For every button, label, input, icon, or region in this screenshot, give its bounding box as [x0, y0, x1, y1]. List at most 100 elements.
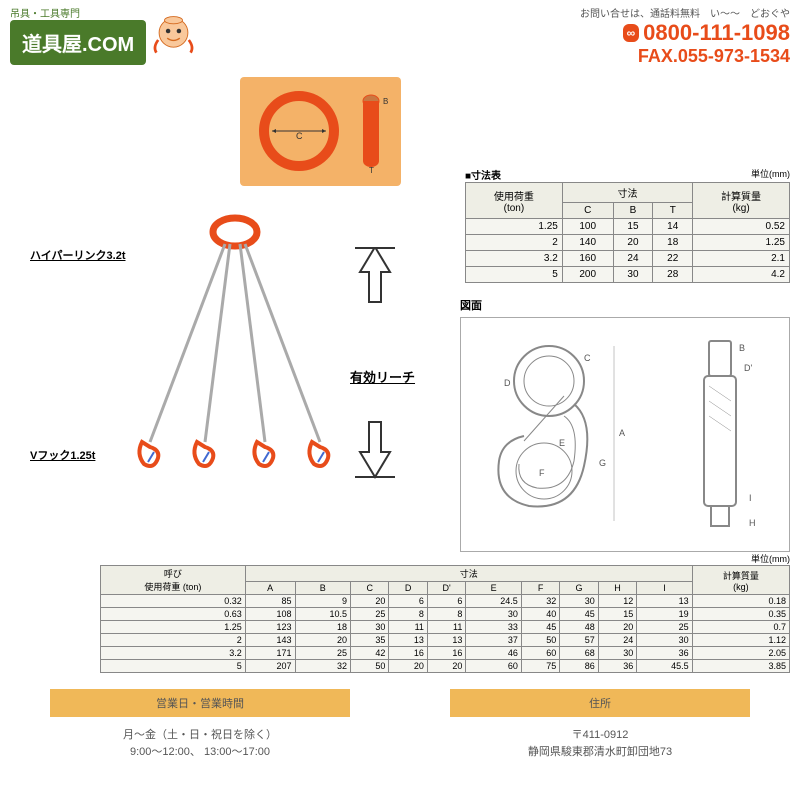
table-cell: 45: [560, 608, 598, 621]
table-cell: 57: [560, 634, 598, 647]
table-cell: 200: [562, 267, 613, 283]
lth-load: 呼び 使用荷重 (ton): [101, 566, 246, 595]
table-cell: 5: [101, 660, 246, 673]
table-cell: 60: [521, 647, 559, 660]
table-cell: 30: [350, 621, 388, 634]
addr-line2: 静岡県駿東郡清水町卸団地73: [460, 744, 740, 761]
table-cell: 1.12: [692, 634, 789, 647]
table-cell: 30: [560, 595, 598, 608]
table-cell: 50: [521, 634, 559, 647]
arrow-up-icon: [355, 247, 395, 322]
table-cell: 37: [466, 634, 521, 647]
th-dim: 寸法: [562, 183, 692, 203]
phone-number: ∞ 0800-111-1098: [580, 20, 790, 46]
table-cell: 14: [653, 219, 693, 235]
table-row: 0.6310810.5258830404515190.35: [101, 608, 790, 621]
table-cell: 45: [521, 621, 559, 634]
table-cell: 0.18: [692, 595, 789, 608]
table-cell: 32: [295, 660, 350, 673]
ring-diagram: C B T: [240, 77, 401, 186]
hours-column: 営業日・営業時間 月〜金（土・日・祝日を除く） 9:00〜12:00、 13:0…: [50, 689, 350, 770]
table-cell: 30: [637, 634, 692, 647]
table-unit: 単位(mm): [751, 167, 790, 182]
table-cell: 42: [350, 647, 388, 660]
sling-diagram: [130, 212, 340, 492]
table-row: 3.216024222.1: [466, 251, 790, 267]
table-cell: 20: [389, 660, 427, 673]
table-cell: 11: [389, 621, 427, 634]
dimension-table-large: 単位(mm) 呼び 使用荷重 (ton) 寸法 計算質量 (kg) A B C …: [100, 552, 790, 673]
table-cell: 13: [389, 634, 427, 647]
table-cell: 86: [560, 660, 598, 673]
svg-text:F: F: [539, 468, 545, 478]
table-cell: 15: [613, 219, 653, 235]
svg-text:T: T: [369, 166, 374, 174]
table-row: 0.32859206624.5323012130.18: [101, 595, 790, 608]
table-row: 1.251231830111133454820250.7: [101, 621, 790, 634]
table-cell: 1.25: [101, 621, 246, 634]
table-cell: 28: [653, 267, 693, 283]
th-c: C: [562, 203, 613, 219]
table-cell: 100: [562, 219, 613, 235]
freedial-icon: ∞: [623, 24, 640, 42]
logo-block: 吊具・工具専門 道具屋.COM: [10, 5, 196, 65]
table-cell: 5: [466, 267, 563, 283]
table-cell: 2.05: [692, 647, 789, 660]
arrow-down-icon: [355, 407, 395, 482]
table-cell: 18: [295, 621, 350, 634]
logo-subtitle: 吊具・工具専門: [10, 5, 146, 20]
addr-title: 住所: [450, 689, 750, 717]
table-cell: 40: [521, 608, 559, 621]
table-cell: 0.32: [101, 595, 246, 608]
svg-text:G: G: [599, 458, 606, 468]
table-cell: 24.5: [466, 595, 521, 608]
lth-weight: 計算質量 (kg): [692, 566, 789, 595]
table-cell: 36: [598, 660, 636, 673]
table-row: 1.2510015140.52: [466, 219, 790, 235]
table-cell: 10.5: [295, 608, 350, 621]
large-table-unit: 単位(mm): [100, 552, 790, 565]
table-cell: 1.25: [466, 219, 563, 235]
table-cell: 0.35: [692, 608, 789, 621]
table-cell: 2.1: [693, 251, 790, 267]
table-cell: 22: [653, 251, 693, 267]
svg-text:C: C: [296, 131, 303, 141]
table-row: 214020181.25: [466, 235, 790, 251]
table-cell: 108: [245, 608, 295, 621]
table-cell: 36: [637, 647, 692, 660]
table-cell: 85: [245, 595, 295, 608]
lth-h: H: [598, 582, 636, 595]
table-title: ■寸法表: [465, 167, 501, 182]
table-cell: 140: [562, 235, 613, 251]
table-cell: 8: [427, 608, 465, 621]
table-cell: 35: [350, 634, 388, 647]
vhook-label: Vフック1.25t: [30, 447, 95, 463]
table-cell: 18: [653, 235, 693, 251]
table-cell: 8: [389, 608, 427, 621]
table-cell: 16: [427, 647, 465, 660]
lth-c: C: [350, 582, 388, 595]
table-cell: 50: [350, 660, 388, 673]
dimension-table-small: ■寸法表 単位(mm) 使用荷重 (ton) 寸法 計算質量 (kg) C B …: [465, 167, 790, 283]
svg-text:A: A: [619, 428, 625, 438]
table-cell: 11: [427, 621, 465, 634]
hyperlink-label: ハイパーリンク3.2t: [30, 247, 126, 263]
table-cell: 25: [637, 621, 692, 634]
table-cell: 24: [598, 634, 636, 647]
table-cell: 171: [245, 647, 295, 660]
lth-dp: D': [427, 582, 465, 595]
lth-e: E: [466, 582, 521, 595]
lth-i: I: [637, 582, 692, 595]
contact-label: お問い合せは、通話料無料 い〜〜 どおぐや: [580, 5, 790, 20]
fax-number: FAX.055-973-1534: [580, 46, 790, 67]
table-cell: 207: [245, 660, 295, 673]
lth-g: G: [560, 582, 598, 595]
table-cell: 2: [466, 235, 563, 251]
th-load: 使用荷重 (ton): [466, 183, 563, 219]
drawing-title: 図面: [460, 297, 790, 313]
table-cell: 19: [637, 608, 692, 621]
table-cell: 0.7: [692, 621, 789, 634]
table-cell: 0.63: [101, 608, 246, 621]
table-cell: 13: [427, 634, 465, 647]
table-cell: 20: [427, 660, 465, 673]
